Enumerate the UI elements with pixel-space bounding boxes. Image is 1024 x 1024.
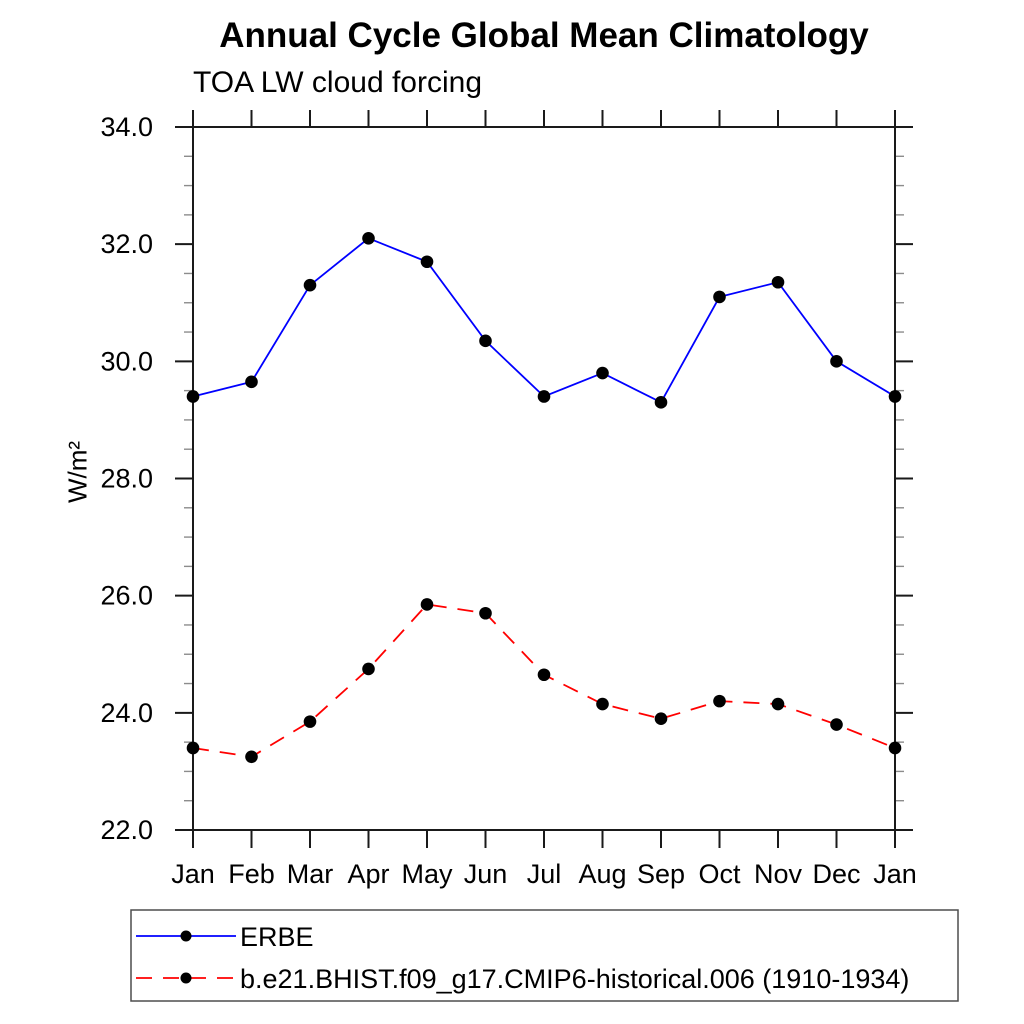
y-tick-label: 26.0 xyxy=(100,581,153,611)
data-point xyxy=(537,668,551,682)
x-tick-label: Jan xyxy=(873,859,917,889)
x-tick-label: Apr xyxy=(347,859,389,889)
x-tick-label: Jul xyxy=(527,859,562,889)
data-point xyxy=(888,390,902,403)
y-tick-label: 32.0 xyxy=(100,229,153,259)
legend-box xyxy=(130,909,959,1002)
data-point xyxy=(362,662,375,676)
data-point xyxy=(713,694,726,708)
data-point xyxy=(830,355,843,368)
data-point xyxy=(420,598,434,611)
series-line xyxy=(192,237,896,404)
legend-label: ERBE xyxy=(240,922,314,952)
x-tick-label: Jan xyxy=(171,859,215,889)
x-tick-label: Aug xyxy=(578,859,626,889)
data-point xyxy=(186,741,200,755)
x-tick-label: May xyxy=(401,859,453,889)
legend-label: b.e21.BHIST.f09_g17.CMIP6-historical.006… xyxy=(240,964,909,994)
data-point xyxy=(713,290,726,304)
chart-subtitle: TOA LW cloud forcing xyxy=(193,66,483,99)
data-point xyxy=(537,390,551,403)
data-point xyxy=(771,697,785,711)
x-tick-label: Mar xyxy=(287,859,334,889)
x-tick-label: Nov xyxy=(754,859,803,889)
legend-marker xyxy=(180,972,192,984)
y-tick-label: 28.0 xyxy=(100,464,153,494)
x-tick-label: Dec xyxy=(812,859,860,889)
data-point xyxy=(186,390,200,403)
data-point xyxy=(654,712,668,725)
x-tick-label: Jun xyxy=(464,859,508,889)
data-point xyxy=(596,366,609,380)
y-tick-label: 22.0 xyxy=(100,815,153,845)
data-point xyxy=(245,375,258,389)
data-point xyxy=(479,606,492,620)
data-point xyxy=(654,396,668,409)
data-point xyxy=(479,334,492,348)
y-tick-label: 30.0 xyxy=(100,346,153,376)
x-tick-label: Oct xyxy=(698,859,741,889)
x-tick-label: Sep xyxy=(637,859,685,889)
data-point xyxy=(596,697,609,711)
plot-frame xyxy=(192,126,896,831)
chart-title: Annual Cycle Global Mean Climatology xyxy=(219,16,869,55)
data-point xyxy=(420,255,434,269)
data-point xyxy=(245,750,258,764)
y-tick-label: 24.0 xyxy=(100,698,153,728)
data-point xyxy=(303,278,317,292)
data-point xyxy=(771,275,785,289)
data-point xyxy=(362,232,375,245)
data-point xyxy=(303,715,317,728)
y-tick-label: 34.0 xyxy=(100,112,153,142)
legend-marker xyxy=(180,930,192,942)
data-point xyxy=(830,718,843,731)
data-point xyxy=(888,741,902,755)
x-tick-label: Feb xyxy=(228,859,275,889)
